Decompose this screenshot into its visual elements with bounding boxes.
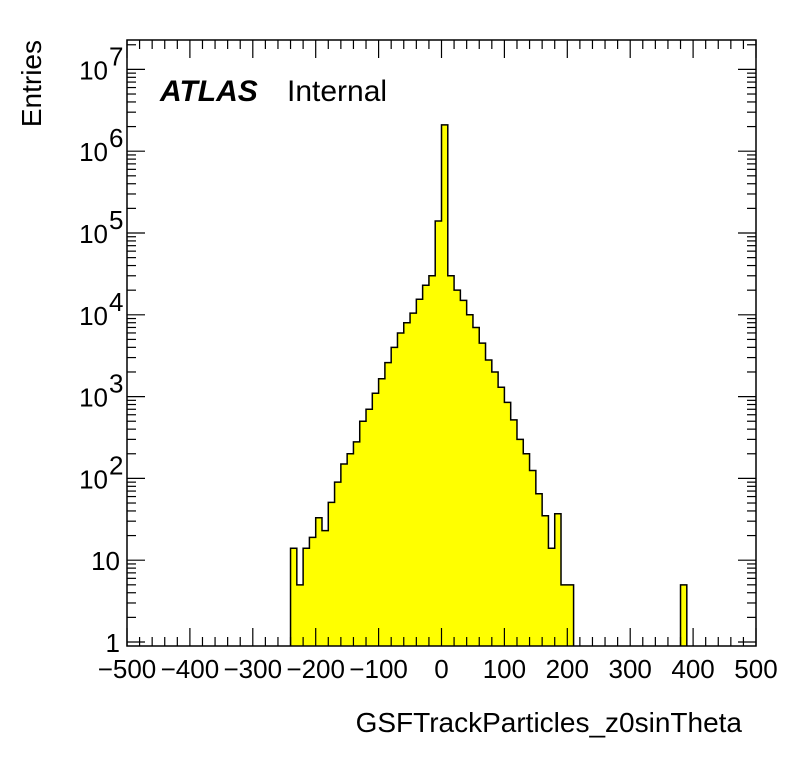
- histogram-bin-bar: [497, 386, 505, 647]
- histogram-bin-bar: [365, 408, 373, 647]
- y-tick-label: 10: [79, 464, 108, 494]
- x-tick-label: −400: [161, 654, 220, 684]
- y-tick-label: 1: [106, 628, 120, 658]
- x-tick-label: 0: [434, 654, 448, 684]
- x-tick-label: 500: [734, 654, 777, 684]
- y-tick-label: 10: [79, 219, 108, 249]
- histogram-bin-bar: [548, 547, 556, 647]
- histogram-bin-bar: [416, 298, 423, 647]
- x-tick-label: −100: [349, 654, 408, 684]
- histogram-bin-bar: [296, 584, 304, 647]
- histogram-bin-bar: [453, 289, 461, 647]
- histogram-bin-bar: [466, 314, 474, 647]
- x-tick-label: 200: [546, 654, 589, 684]
- histogram-bin-bar: [434, 220, 442, 647]
- histogram-bin-bar: [409, 312, 417, 647]
- y-tick-exponent: 5: [109, 205, 123, 235]
- histogram-bin-bar: [302, 547, 310, 647]
- atlas-status-label: Internal: [287, 75, 387, 108]
- histogram-bin-bar: [340, 463, 348, 647]
- y-tick-label: 10: [79, 55, 108, 85]
- histogram-bin-bar: [516, 439, 524, 647]
- histogram-bin-bar: [372, 392, 379, 647]
- histogram-bin-bar: [554, 513, 562, 647]
- y-tick-label: 10: [79, 137, 108, 167]
- histogram-bin-bar: [491, 371, 499, 647]
- axis-ticks: [126, 40, 757, 646]
- histogram-bin-bar: [378, 378, 386, 647]
- histogram-bin-bar: [566, 584, 574, 647]
- histogram-bin-bar: [460, 300, 467, 647]
- histogram-bin-bar: [359, 420, 367, 647]
- x-tick-label: −200: [286, 654, 345, 684]
- x-tick-label: 300: [609, 654, 652, 684]
- histogram-bin-bar: [315, 517, 323, 647]
- x-tick-label: −300: [224, 654, 283, 684]
- x-tick-label: 400: [671, 654, 714, 684]
- y-tick-exponent: 2: [109, 450, 123, 480]
- histogram-bin-bar: [441, 124, 449, 647]
- histogram-bin-bar: [680, 584, 688, 647]
- histogram-bin-bar: [397, 332, 405, 647]
- histogram-bin-bar: [541, 515, 549, 647]
- histogram-bin-bar: [321, 530, 329, 647]
- histogram-bin-bar: [390, 347, 398, 647]
- histogram-bars: [290, 124, 688, 647]
- histogram-outline: [289, 124, 688, 646]
- histogram-bin-bar: [346, 453, 354, 647]
- y-tick-label: 10: [79, 383, 108, 413]
- y-tick-exponent: 6: [109, 123, 123, 153]
- histogram-bin-bar: [504, 402, 511, 647]
- y-tick-exponent: 3: [109, 369, 123, 399]
- histogram-bin-bar: [327, 502, 335, 647]
- y-tick-label: 10: [79, 301, 108, 331]
- y-axis-title: Entries: [16, 40, 47, 127]
- histogram-bin-bar: [478, 342, 486, 647]
- x-tick-label: 100: [483, 654, 526, 684]
- histogram-bin-bar: [384, 362, 392, 647]
- histogram-bin-bar: [522, 453, 530, 647]
- histogram-bin-bar: [472, 327, 480, 647]
- histogram-bin-bar: [535, 493, 543, 647]
- histogram-bin-bar: [447, 275, 455, 647]
- histogram-bin-bar: [529, 470, 537, 647]
- x-tick-labels: −500 −400 −300 −200 −100 0 100 200 300 400 500: [98, 654, 778, 684]
- histogram-bin-bar: [353, 441, 361, 647]
- histogram-bin-bar: [309, 537, 317, 647]
- x-axis-title: GSFTrackParticles_z0sinTheta: [356, 707, 743, 738]
- atlas-label: ATLAS: [159, 75, 258, 108]
- y-tick-exponent: 7: [109, 41, 123, 71]
- histogram-bin-bar: [560, 584, 568, 647]
- plot-frame: [126, 39, 757, 647]
- histogram-bin-bar: [403, 322, 411, 647]
- histogram-bin-bar: [485, 359, 493, 647]
- y-tick-label: 10: [91, 546, 120, 576]
- histogram-bin-bar: [510, 419, 518, 647]
- histogram-bin-bar: [428, 275, 436, 647]
- histogram-bin-bar: [422, 284, 430, 647]
- histogram-bin-bar: [290, 547, 298, 647]
- x-tick-label: −500: [98, 654, 157, 684]
- y-tick-exponent: 4: [109, 287, 123, 317]
- histogram-bin-bar: [334, 481, 342, 647]
